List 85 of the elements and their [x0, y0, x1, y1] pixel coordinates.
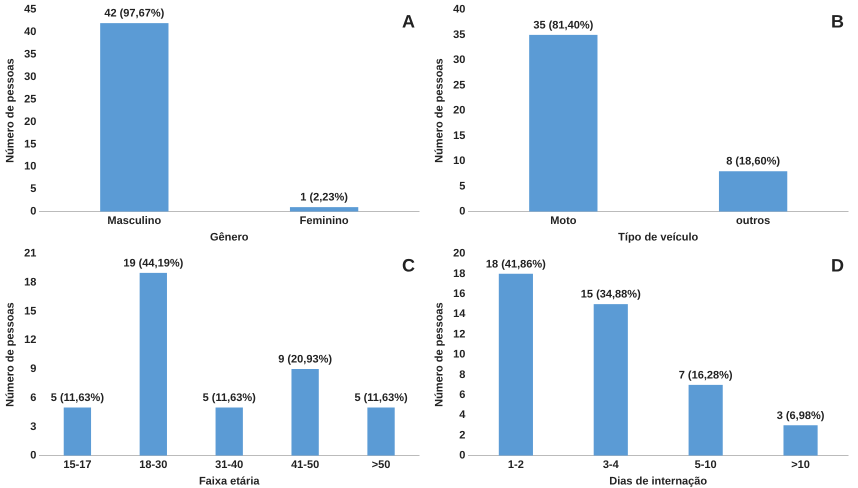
y-tick-label: 25: [453, 79, 466, 92]
y-tick-label: 20: [453, 104, 466, 117]
bar: [688, 384, 723, 456]
y-axis-title: Número de pessoas: [434, 302, 446, 407]
y-tick-label: 21: [24, 248, 36, 260]
annotation: B: [831, 12, 844, 32]
bar: [291, 369, 319, 456]
y-tick-label: 16: [453, 288, 466, 300]
bar: [64, 408, 92, 456]
y-tick-label: 6: [30, 392, 36, 404]
data-label: 19 (44,19%): [123, 257, 184, 270]
bar: [783, 425, 818, 456]
y-tick-label: 18: [24, 276, 36, 288]
bar: [367, 408, 395, 456]
y-tick-label: 0: [30, 450, 36, 462]
x-tick-label: 18-30: [139, 459, 168, 472]
x-axis-title: Gênero: [210, 231, 249, 244]
y-tick-label: 20: [453, 248, 466, 260]
y-tick-label: 15: [24, 138, 36, 150]
x-axis-title: Típo de veículo: [618, 231, 699, 244]
y-tick-label: 35: [453, 28, 466, 41]
x-tick-label: 5-10: [694, 459, 717, 472]
y-tick-label: 20: [24, 116, 36, 128]
x-tick-label: 3-4: [602, 459, 620, 472]
data-label: 8 (18,60%): [726, 156, 780, 168]
annotation: D: [831, 256, 844, 276]
y-tick-label: 35: [24, 48, 36, 61]
x-tick-label: Moto: [550, 215, 577, 228]
y-tick-label: 8: [459, 368, 466, 381]
y-axis-title: Número de pessoas: [4, 58, 17, 163]
x-tick-label: >10: [791, 459, 810, 472]
y-tick-label: 18: [453, 268, 466, 280]
data-label: 42 (97,67%): [104, 8, 165, 20]
data-label: 3 (6,98%): [776, 410, 825, 422]
y-tick-label: 10: [24, 160, 36, 173]
x-tick-label: Masculino: [107, 215, 162, 228]
x-tick-label: outros: [736, 215, 770, 228]
y-tick-label: 15: [24, 305, 36, 318]
data-label: 35 (81,40%): [533, 19, 594, 32]
x-tick-label: 31-40: [215, 459, 244, 472]
data-label: 5 (11,63%): [202, 392, 256, 404]
y-tick-label: 5: [30, 183, 36, 196]
data-label: 9 (20,93%): [278, 354, 332, 366]
y-tick-label: 12: [453, 328, 466, 340]
data-label: 5 (11,63%): [50, 392, 104, 404]
data-label: 18 (41,86%): [486, 258, 546, 270]
y-tick-label: 10: [453, 155, 466, 168]
y-tick-label: 4: [459, 409, 466, 422]
data-label: 7 (16,28%): [678, 369, 733, 382]
y-tick-label: 9: [30, 363, 36, 376]
x-tick-label: Feminino: [300, 215, 349, 228]
y-tick-label: 0: [459, 450, 466, 462]
annotation: A: [402, 12, 415, 32]
y-tick-label: 0: [459, 206, 466, 218]
y-tick-label: 45: [24, 4, 36, 16]
y-tick-label: 0: [30, 206, 36, 218]
y-axis-title: Número de pessoas: [4, 302, 17, 407]
bar: [216, 408, 243, 456]
x-tick-label: 1-2: [508, 459, 524, 472]
bar: [594, 304, 628, 456]
y-tick-label: 30: [453, 54, 466, 66]
x-tick-label: >50: [372, 459, 390, 472]
y-tick-label: 10: [453, 348, 466, 361]
y-tick-label: 6: [459, 389, 466, 402]
y-tick-label: 5: [459, 180, 466, 192]
y-axis-title: Número de pessoas: [434, 58, 446, 163]
y-tick-label: 12: [24, 334, 36, 346]
y-tick-label: 40: [453, 4, 466, 16]
y-tick-label: 25: [24, 93, 36, 106]
data-label: 15 (34,88%): [580, 288, 642, 301]
y-tick-label: 40: [24, 26, 36, 38]
x-axis-title: Dias de internação: [609, 475, 708, 488]
bar: [140, 272, 167, 456]
y-tick-label: 3: [30, 420, 36, 433]
data-label: 1 (2,23%): [300, 192, 348, 204]
y-tick-label: 30: [24, 70, 36, 83]
x-tick-label: 41-50: [291, 459, 320, 472]
data-label: 5 (11,63%): [354, 392, 408, 404]
annotation: C: [402, 256, 415, 276]
y-tick-label: 2: [459, 429, 466, 442]
x-axis-title: Faixa etária: [198, 475, 260, 488]
x-tick-label: 15-17: [63, 459, 92, 472]
y-tick-label: 14: [453, 308, 466, 320]
bar: [498, 274, 533, 456]
y-tick-label: 15: [453, 130, 466, 142]
